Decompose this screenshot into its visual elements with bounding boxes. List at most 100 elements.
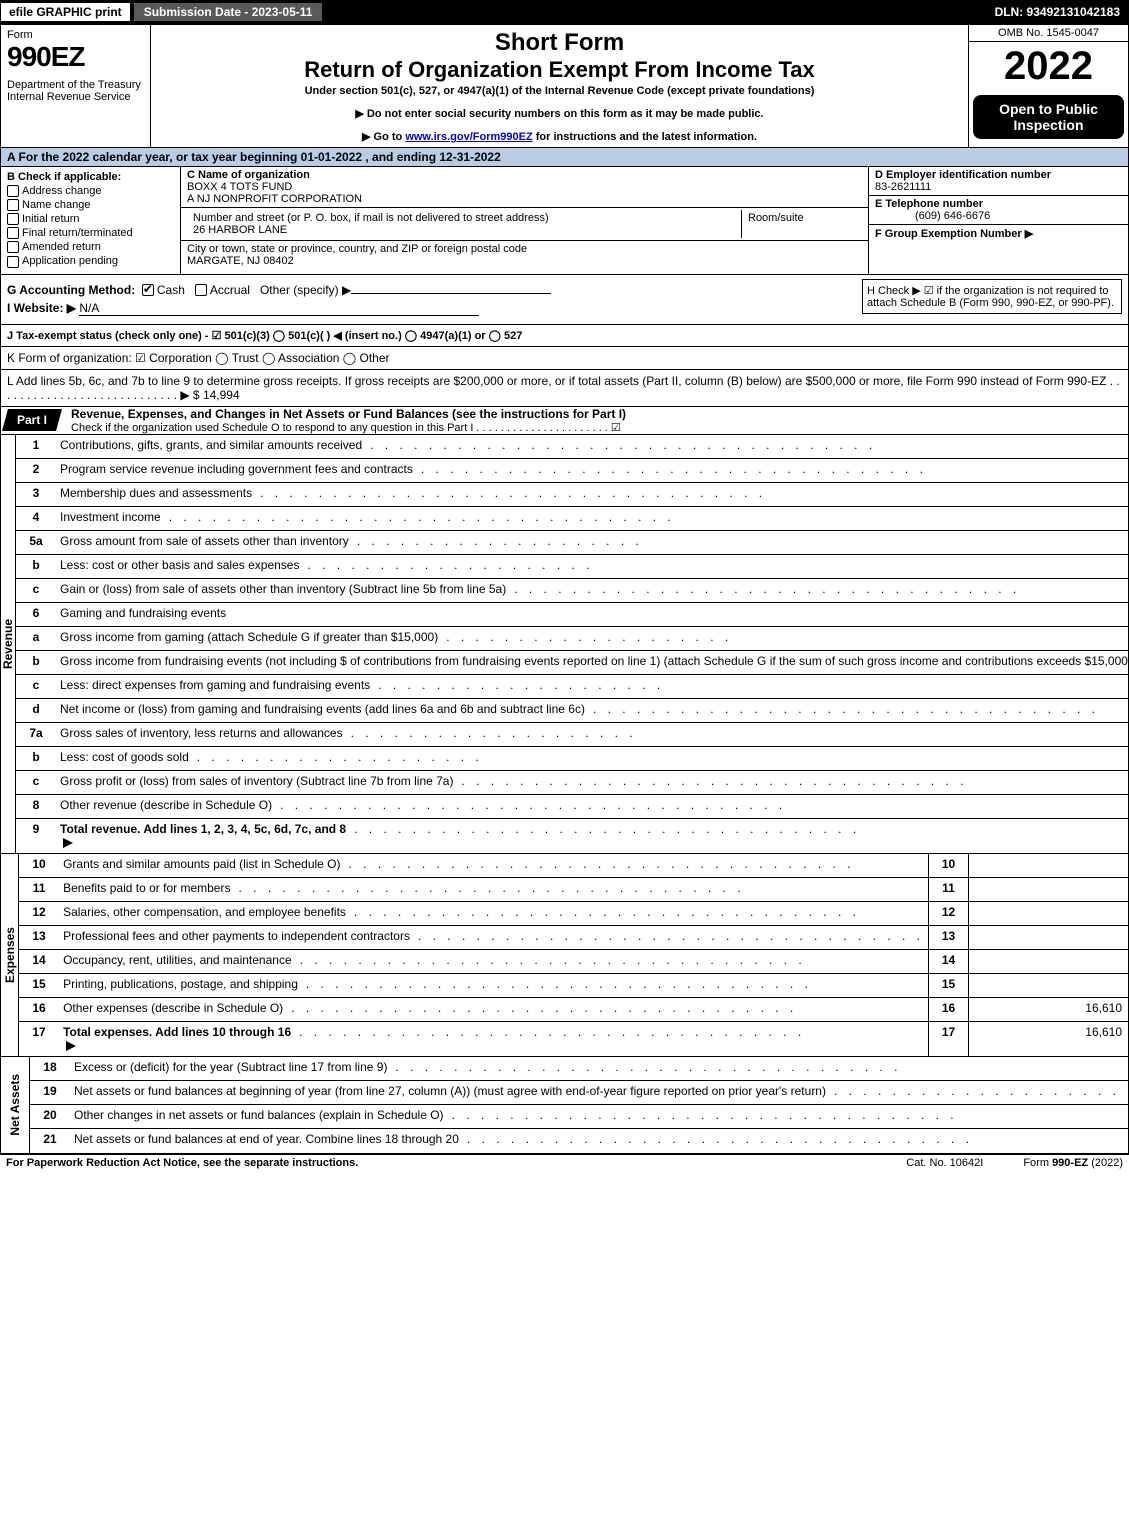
chk-accrual[interactable] xyxy=(195,284,207,296)
part-1-title: Revenue, Expenses, and Changes in Net As… xyxy=(63,407,626,434)
line-amount: 16,610 xyxy=(968,998,1128,1021)
expenses-table: Expenses 10Grants and similar amounts pa… xyxy=(0,854,1129,1057)
submission-date: Submission Date - 2023-05-11 xyxy=(134,3,323,21)
line-b: bLess: cost of goods sold. . . . . . . .… xyxy=(16,747,1129,771)
line-num: b xyxy=(16,651,56,674)
j-tax-exempt: J Tax-exempt status (check only one) - ☑… xyxy=(0,325,1129,347)
section-def: D Employer identification number 83-2621… xyxy=(868,167,1128,274)
irs-link[interactable]: www.irs.gov/Form990EZ xyxy=(405,131,532,143)
line-2: 2Program service revenue including gover… xyxy=(16,459,1129,483)
title-center: Short Form Return of Organization Exempt… xyxy=(151,25,968,147)
line-desc: Benefits paid to or for members. . . . .… xyxy=(59,878,928,901)
section-b: B Check if applicable: Address change Na… xyxy=(1,167,181,274)
line-b: bGross income from fundraising events (n… xyxy=(16,651,1129,675)
line-desc: Other changes in net assets or fund bala… xyxy=(70,1105,1129,1128)
line-amount xyxy=(968,926,1128,949)
page-footer: For Paperwork Reduction Act Notice, see … xyxy=(0,1154,1129,1171)
chk-address-change[interactable]: Address change xyxy=(7,185,174,197)
chk-initial-return[interactable]: Initial return xyxy=(7,213,174,225)
line-13: 13Professional fees and other payments t… xyxy=(19,926,1128,950)
line-num: 18 xyxy=(30,1057,70,1080)
line-desc: Gain or (loss) from sale of assets other… xyxy=(56,579,1129,602)
line-ref: 14 xyxy=(928,950,968,973)
line-num: c xyxy=(16,675,56,698)
room-cell: Room/suite xyxy=(742,210,862,238)
g-label: G Accounting Method: xyxy=(7,283,135,297)
department: Department of the Treasury Internal Reve… xyxy=(7,79,144,103)
line-num: 2 xyxy=(16,459,56,482)
line-num: 8 xyxy=(16,795,56,818)
footer-left: For Paperwork Reduction Act Notice, see … xyxy=(6,1157,358,1169)
line-num: a xyxy=(16,627,56,650)
line-15: 15Printing, publications, postage, and s… xyxy=(19,974,1128,998)
note-url-post: for instructions and the latest informat… xyxy=(533,131,757,143)
line-num: 10 xyxy=(19,854,59,877)
line-7a: 7aGross sales of inventory, less returns… xyxy=(16,723,1129,747)
line-amount xyxy=(968,974,1128,997)
title-block: Form 990EZ Department of the Treasury In… xyxy=(0,24,1129,148)
line-ref: 10 xyxy=(928,854,968,877)
line-b: bLess: cost or other basis and sales exp… xyxy=(16,555,1129,579)
netassets-table: Net Assets 18Excess or (deficit) for the… xyxy=(0,1057,1129,1154)
d-value: 83-2621111 xyxy=(875,181,931,193)
line-1: 1Contributions, gifts, grants, and simil… xyxy=(16,435,1129,459)
form-id-box: Form 990EZ Department of the Treasury In… xyxy=(1,25,151,147)
line-14: 14Occupancy, rent, utilities, and mainte… xyxy=(19,950,1128,974)
line-desc: Less: direct expenses from gaming and fu… xyxy=(56,675,1129,698)
part-1-header: Part I Revenue, Expenses, and Changes in… xyxy=(0,407,1129,435)
line-desc: Program service revenue including govern… xyxy=(56,459,1129,482)
other-specify-line[interactable] xyxy=(351,293,551,294)
line-num: 17 xyxy=(19,1022,59,1056)
line-desc: Less: cost or other basis and sales expe… xyxy=(56,555,1129,578)
line-num: 20 xyxy=(30,1105,70,1128)
line-ref: 15 xyxy=(928,974,968,997)
line-num: 16 xyxy=(19,998,59,1021)
line-desc: Gross amount from sale of assets other t… xyxy=(56,531,1129,554)
line-desc: Net income or (loss) from gaming and fun… xyxy=(56,699,1129,722)
line-d: dNet income or (loss) from gaming and fu… xyxy=(16,699,1129,723)
line-12: 12Salaries, other compensation, and empl… xyxy=(19,902,1128,926)
c-label: C Name of organization xyxy=(187,169,310,181)
line-6: 6Gaming and fundraising events xyxy=(16,603,1129,627)
d-label: D Employer identification number xyxy=(875,169,1051,181)
line-num: 5a xyxy=(16,531,56,554)
chk-name-change[interactable]: Name change xyxy=(7,199,174,211)
form-number: 990EZ xyxy=(7,41,144,73)
chk-cash[interactable] xyxy=(142,284,154,296)
chk-amended-return[interactable]: Amended return xyxy=(7,241,174,253)
line-9: 9Total revenue. Add lines 1, 2, 3, 4, 5c… xyxy=(16,819,1129,853)
line-num: 13 xyxy=(19,926,59,949)
line-desc: Grants and similar amounts paid (list in… xyxy=(59,854,928,877)
line-a: aGross income from gaming (attach Schedu… xyxy=(16,627,1129,651)
note-url: ▶ Go to www.irs.gov/Form990EZ for instru… xyxy=(157,130,962,143)
line-8: 8Other revenue (describe in Schedule O).… xyxy=(16,795,1129,819)
line-num: 4 xyxy=(16,507,56,530)
netassets-body: 18Excess or (deficit) for the year (Subt… xyxy=(30,1057,1129,1153)
line-18: 18Excess or (deficit) for the year (Subt… xyxy=(30,1057,1129,1081)
chk-final-return[interactable]: Final return/terminated xyxy=(7,227,174,239)
line-num: 19 xyxy=(30,1081,70,1104)
row-a-tax-year: A For the 2022 calendar year, or tax yea… xyxy=(0,148,1129,167)
i-label: I Website: ▶ xyxy=(7,301,76,315)
short-form-title: Short Form xyxy=(157,29,962,57)
line-num: c xyxy=(16,771,56,794)
note-url-pre: ▶ Go to xyxy=(362,131,405,143)
line-desc: Gross sales of inventory, less returns a… xyxy=(56,723,1129,746)
header-section-bcdef: B Check if applicable: Address change Na… xyxy=(0,167,1129,275)
tax-year: 2022 xyxy=(969,42,1128,91)
line-amount xyxy=(968,902,1128,925)
efile-label[interactable]: efile GRAPHIC print xyxy=(1,3,130,21)
title-right: OMB No. 1545-0047 2022 Open to Public In… xyxy=(968,25,1128,147)
line-c: cGross profit or (loss) from sales of in… xyxy=(16,771,1129,795)
revenue-body: 1Contributions, gifts, grants, and simil… xyxy=(16,435,1129,853)
line-num: 1 xyxy=(16,435,56,458)
e-label: E Telephone number xyxy=(875,198,983,210)
chk-application-pending[interactable]: Application pending xyxy=(7,255,174,267)
street-cell: Number and street (or P. O. box, if mail… xyxy=(187,210,742,238)
b-label: B Check if applicable: xyxy=(7,171,174,183)
line-desc: Investment income. . . . . . . . . . . .… xyxy=(56,507,1129,530)
line-desc: Net assets or fund balances at end of ye… xyxy=(70,1129,1129,1153)
footer-right: Form 990-EZ (2022) xyxy=(1023,1157,1123,1169)
e-phone: E Telephone number (609) 646-6676 xyxy=(869,196,1128,225)
revenue-table: Revenue 1Contributions, gifts, grants, a… xyxy=(0,435,1129,854)
